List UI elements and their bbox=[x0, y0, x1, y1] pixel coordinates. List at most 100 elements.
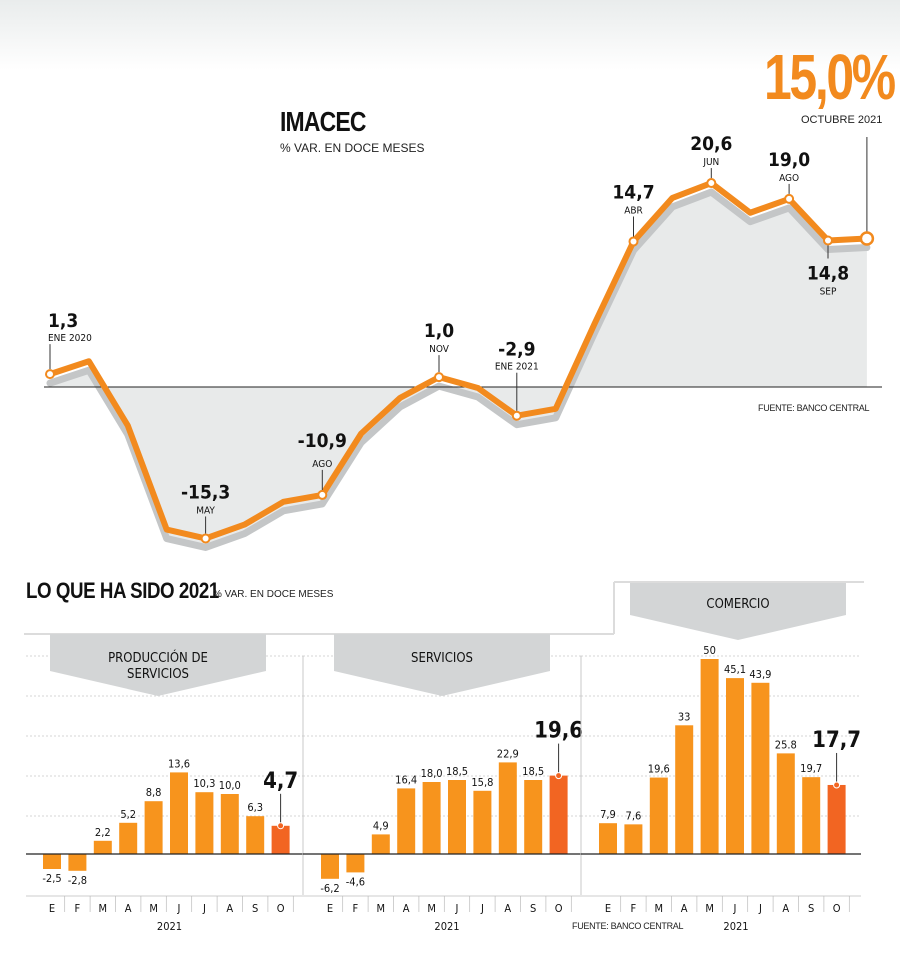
bar-value-label: 5,2 bbox=[120, 808, 136, 821]
point-marker bbox=[317, 489, 328, 500]
bar-value-highlight: 17,7 bbox=[812, 728, 861, 753]
month-label: F bbox=[75, 902, 81, 915]
annotation-value: 1,3 bbox=[48, 310, 78, 332]
chart-title: IMACEC bbox=[280, 106, 366, 137]
bar bbox=[700, 659, 719, 854]
month-label: A bbox=[226, 902, 233, 915]
annotation-label: AGO bbox=[312, 459, 332, 470]
bar-value-label: 25.8 bbox=[775, 738, 797, 751]
month-label: M bbox=[655, 902, 664, 915]
month-label: S bbox=[252, 902, 258, 915]
bar bbox=[776, 753, 795, 854]
panel-banner bbox=[334, 634, 550, 696]
section-title: LO QUE HA SIDO 2021 bbox=[26, 578, 219, 603]
bar bbox=[498, 762, 517, 854]
chart-subtitle: % VAR. EN DOCE MESES bbox=[280, 141, 425, 155]
bar bbox=[422, 782, 441, 854]
annotation-label: ENE 2020 bbox=[48, 333, 92, 344]
panel-banner bbox=[630, 583, 846, 640]
bar-chart-panel bbox=[580, 583, 861, 912]
imacec-area bbox=[50, 192, 867, 548]
panel-title: COMERCIO bbox=[706, 597, 769, 612]
bar-top-marker bbox=[277, 822, 285, 830]
month-label: J bbox=[177, 902, 181, 915]
source-note-bottom: FUENTE: BANCO CENTRAL bbox=[572, 921, 684, 931]
point-marker bbox=[434, 372, 444, 383]
month-label: S bbox=[530, 902, 536, 915]
bar bbox=[43, 854, 61, 869]
annotation-value: -10,9 bbox=[298, 430, 347, 452]
bar-value-label: 19,7 bbox=[800, 762, 822, 775]
month-label: J bbox=[455, 902, 459, 915]
bar bbox=[649, 777, 668, 854]
annotation-value: 14,8 bbox=[807, 262, 849, 284]
imacec-line-shadow bbox=[46, 188, 871, 551]
bar-value-label: 15,8 bbox=[471, 776, 493, 789]
bar-value-label: 10,0 bbox=[219, 779, 241, 792]
bar-value-label: 22,9 bbox=[497, 747, 519, 760]
month-label: M bbox=[705, 902, 714, 915]
year-label: 2021 bbox=[723, 920, 748, 933]
bar-value-label: 6,3 bbox=[247, 801, 263, 814]
month-label: O bbox=[833, 902, 841, 915]
bar-value-label: -4,6 bbox=[346, 875, 365, 888]
bar bbox=[549, 775, 568, 854]
imacec-line bbox=[47, 180, 870, 542]
month-label: F bbox=[631, 902, 637, 915]
bar bbox=[119, 822, 138, 854]
bar-value-label: 50 bbox=[703, 644, 716, 657]
bar bbox=[473, 790, 492, 854]
annotation-value: 1,0 bbox=[424, 320, 454, 342]
month-label: M bbox=[99, 902, 108, 915]
bar bbox=[726, 678, 744, 854]
month-label: A bbox=[782, 902, 789, 915]
bar-value-label: 13,6 bbox=[168, 757, 190, 770]
month-label: J bbox=[758, 902, 762, 915]
bar-value-label: -6,2 bbox=[320, 882, 339, 895]
bar bbox=[346, 854, 365, 873]
last-point-marker bbox=[859, 231, 875, 246]
annotation-label: ABR bbox=[624, 205, 643, 216]
annotation-label: MAY bbox=[196, 505, 215, 516]
bar-top-marker bbox=[833, 781, 841, 789]
bar bbox=[624, 824, 643, 854]
month-label: J bbox=[202, 902, 206, 915]
bar-top-marker bbox=[555, 772, 563, 780]
bar bbox=[524, 780, 543, 854]
annotation-label: SEP bbox=[820, 286, 837, 297]
panel-title: PRODUCCIÓN DE bbox=[108, 650, 208, 666]
bar-value-label: 45,1 bbox=[724, 663, 746, 676]
bar-value-highlight: 19,6 bbox=[534, 719, 583, 744]
annotation-value: 14,7 bbox=[612, 181, 654, 203]
bar-value-label: 7,9 bbox=[600, 808, 616, 821]
bar bbox=[321, 854, 339, 879]
point-marker bbox=[823, 235, 833, 246]
bar-chart-panel bbox=[26, 634, 303, 912]
annotation-value: 20,6 bbox=[690, 133, 732, 155]
bar-value-label: 43,9 bbox=[749, 668, 771, 681]
bar bbox=[827, 784, 846, 854]
month-label: J bbox=[733, 902, 737, 915]
bar-value-label: 10,3 bbox=[193, 777, 215, 790]
month-label: O bbox=[555, 902, 563, 915]
bar bbox=[68, 854, 87, 871]
point-marker bbox=[628, 236, 639, 247]
month-label: E bbox=[327, 902, 333, 915]
panel-banner bbox=[50, 634, 266, 696]
bar-value-label: 33 bbox=[678, 710, 691, 723]
point-marker bbox=[706, 178, 717, 189]
month-label: A bbox=[681, 902, 688, 915]
annotation-label: JUN bbox=[702, 157, 719, 168]
month-label: E bbox=[49, 902, 55, 915]
point-marker bbox=[784, 193, 795, 204]
bar bbox=[93, 840, 112, 854]
bar bbox=[371, 834, 390, 854]
year-label: 2021 bbox=[434, 920, 459, 933]
bar bbox=[802, 777, 821, 854]
bar-value-label: 16,4 bbox=[395, 773, 417, 786]
month-label: S bbox=[808, 902, 814, 915]
bar-value-label: -2,8 bbox=[68, 874, 87, 887]
bar-value-label: 18,0 bbox=[421, 767, 443, 780]
month-label: M bbox=[149, 902, 158, 915]
annotation-value: -2,9 bbox=[498, 339, 535, 361]
